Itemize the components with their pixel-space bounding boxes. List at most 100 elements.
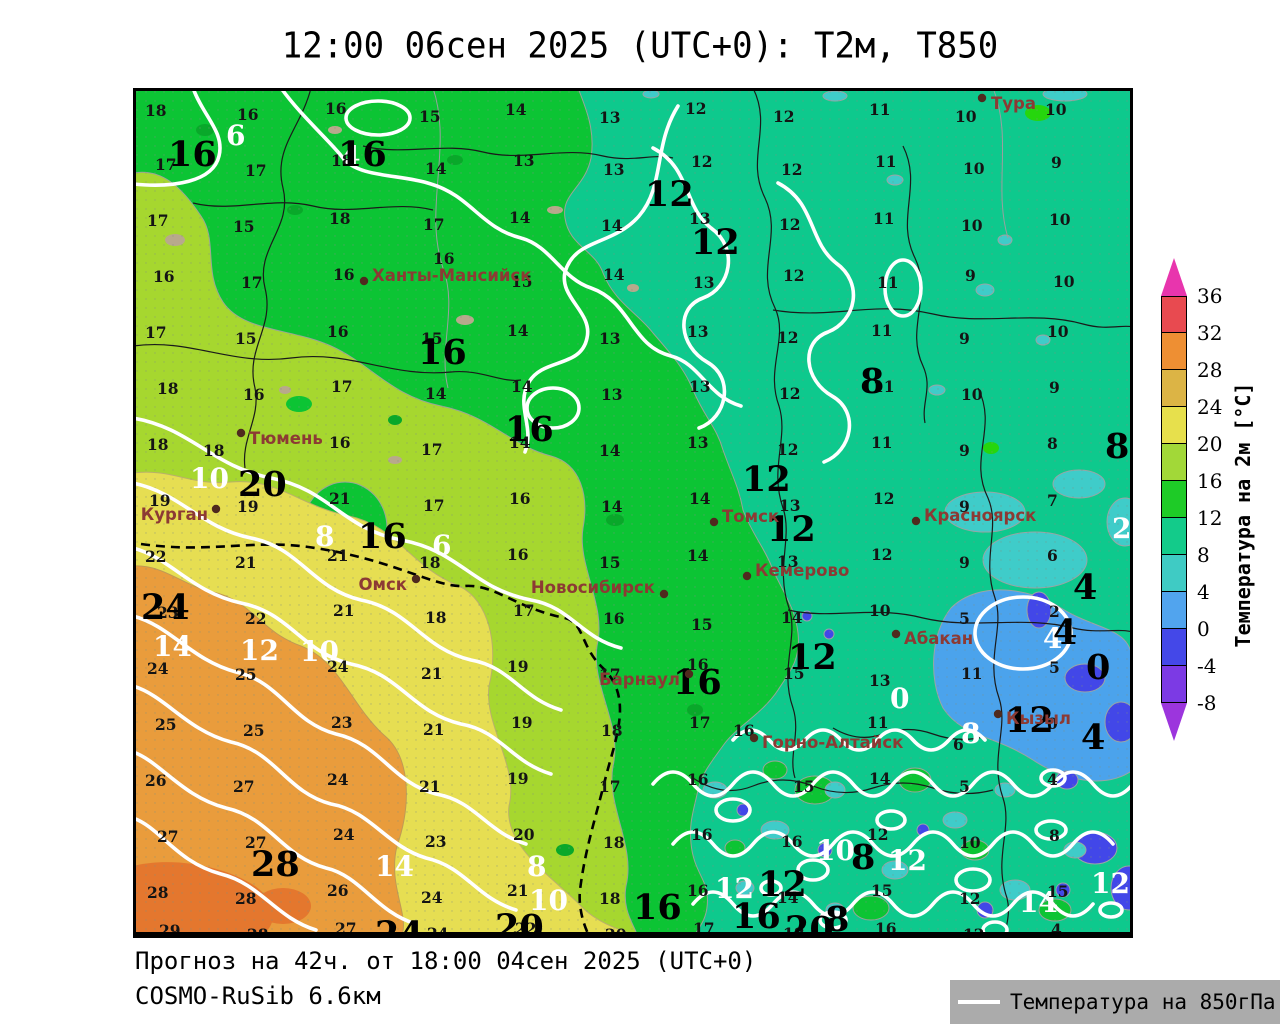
station-temp: 16 [603,609,625,628]
station-temp: 11 [867,713,889,732]
contour-label-black: 12 [691,222,740,263]
station-temp: 16 [687,655,709,674]
city-label: Тюмень [249,429,323,448]
station-temp: 16 [325,99,347,118]
station-temp: 27 [245,833,267,852]
station-temp: 14 [603,265,625,284]
station-temp: 13 [599,329,621,348]
contour-label-white: 14 [375,850,414,883]
city-markers: Тура Ханты-Мансийск Тюмень Курган Омск Новоси… [141,93,1071,752]
station-temp: 11 [869,100,891,119]
station-temp: 24 [147,659,169,678]
station-temp: 15 [235,329,257,348]
station-temp: 14 [687,546,709,565]
station-temp: 6 [1047,546,1058,565]
station-temp: 15 [419,107,441,126]
station-temp: 16 [243,385,265,404]
station-temp: 17 [245,161,267,180]
colorbar: 36 32 28 24 20 16 12 8 4 0 -4 -8 [1161,258,1280,741]
city-dot [749,733,759,743]
station-temp: 13 [601,385,623,404]
contour-label-white: 14 [153,630,192,663]
contour-label-black: 16 [732,896,781,937]
city-dot [993,709,1003,719]
city-label: Абакан [904,629,973,648]
station-temp: 17 [145,323,167,342]
station-temp: 16 [687,770,709,789]
station-temp: 15 [421,329,443,348]
contour-label-black: 16 [168,134,217,175]
contour-label-white: 10 [300,635,339,668]
contour-label-black: 4 [1081,717,1105,758]
latlon-stipple [133,88,1133,938]
station-temp: 4 [1051,920,1062,938]
station-temp: 4 [1047,770,1058,789]
page-title: 12:00 06сен 2025 (UTC+0): Т2м, Т850 [281,25,999,67]
station-temp: 14 [425,159,447,178]
contour-label-white: 10 [816,834,855,867]
station-temp: 16 [433,249,455,268]
station-temp: 10 [961,385,983,404]
station-temp: 9 [959,329,970,348]
t850-legend: Температура на 850гПа [950,980,1280,1024]
contour-label-black: 16 [505,409,554,450]
station-temp: 14 [511,377,533,396]
station-temp: 12 [867,825,889,844]
city-label: Курган [141,505,208,524]
station-temp: 9 [959,553,970,572]
contour-label-black: 12 [788,637,837,678]
station-temp: 16 [687,881,709,900]
station-temp: 15 [691,615,713,634]
city-dot [659,589,669,599]
contour-label-black: 12 [767,509,816,550]
station-temp: 11 [961,664,983,683]
station-temp: 17 [147,211,169,230]
colorbar-tick: 20 [1197,432,1223,456]
station-temp: 18 [203,441,225,460]
city-dot [211,504,221,514]
station-temp: 28 [235,889,257,908]
station-temp: 10 [869,601,891,620]
station-temp: 18 [601,721,623,740]
station-temp: 13 [513,151,535,170]
station-temp: 23 [425,832,447,851]
station-temp: 12 [871,545,893,564]
city-label: Кызыл [1006,709,1071,728]
station-temp: 11 [877,273,899,292]
colorbar-tick: 16 [1197,469,1223,493]
contour-label-black: 8 [851,837,875,878]
station-temp: 22 [145,547,167,566]
station-temp: 14 [777,888,799,907]
colorbar-segment [1161,666,1187,703]
station-temp: 26 [145,771,167,790]
station-temp: 14 [869,769,891,788]
colorbar-segment [1161,481,1187,518]
city-label: Кемерово [755,561,849,580]
city-label: Ханты-Мансийск [372,266,531,285]
contour-label-black: 12 [742,459,791,500]
t850-contours [133,88,1133,938]
contour-label-white: 8 [527,850,546,883]
station-temp: 17 [599,665,621,684]
station-temp: 20 [513,825,535,844]
city-dot [411,574,421,584]
station-temp: 12 [685,99,707,118]
contour-label-white: 12 [1091,867,1130,900]
station-temp: 26 [327,881,349,900]
station-temp: 14 [505,100,527,119]
station-temp: 18 [157,379,179,398]
station-temp: 23 [331,713,353,732]
station-temp: 0 [1047,714,1058,733]
colorbar-segment [1161,333,1187,370]
station-temp: 16 [153,267,175,286]
contour-label-white: 8 [961,717,980,750]
station-temp: 12 [873,489,895,508]
forecast-footer: Прогноз на 42ч. от 18:00 04сен 2025 (UTC… [135,946,756,1011]
station-temp: 18 [331,151,353,170]
station-temp: 13 [687,433,709,452]
contour-label-white: 12 [715,872,754,905]
contour-label-white: 8 [315,520,334,553]
station-temp: 24 [333,825,355,844]
